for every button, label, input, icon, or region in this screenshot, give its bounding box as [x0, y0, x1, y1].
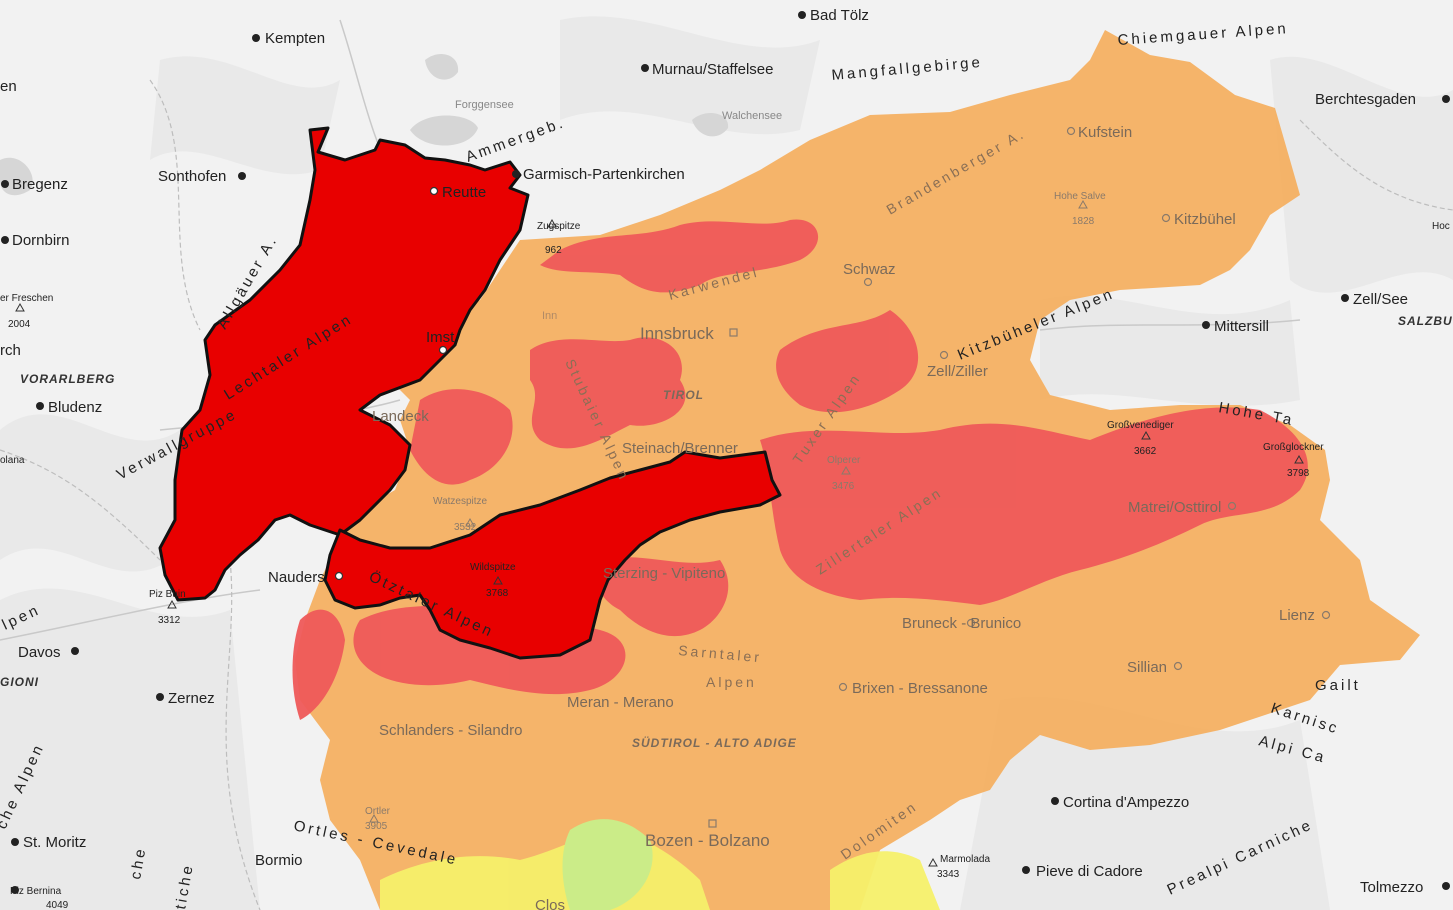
range-label-raetische-mid: che	[127, 845, 150, 881]
town-label-bludenz: Bludenz	[48, 399, 102, 416]
town-label-dornbirn: Dornbirn	[12, 232, 70, 249]
borders	[0, 79, 1453, 910]
town-label-nauders: Nauders	[268, 569, 325, 586]
town-label-bregenz: Bregenz	[12, 176, 68, 193]
town-label-zernez: Zernez	[168, 690, 215, 707]
town-label-garmisch: Garmisch-Partenkirchen	[523, 166, 685, 183]
town-label-lienz: Lienz	[1279, 607, 1315, 624]
peak-elev-piz-buin: 3312	[158, 615, 181, 626]
peak-elev-grossglockner: 3798	[1287, 468, 1310, 479]
town-label-edge-en: en	[0, 78, 17, 95]
town-label-schwaz: Schwaz	[843, 261, 896, 278]
water-labels: Forggensee Walchensee Inn	[455, 99, 782, 322]
peak-label-hohe-salve: Hohe Salve	[1054, 191, 1106, 202]
town-label-tolmezzo: Tolmezzo	[1360, 879, 1423, 896]
peak-elev-zugspitze: 962	[545, 245, 562, 256]
lake-label-forggensee: Forggensee	[455, 99, 514, 111]
town-label-sillian: Sillian	[1127, 659, 1167, 676]
peak-label-wildspitze: Wildspitze	[470, 562, 516, 573]
zone-moderate[interactable]	[380, 819, 940, 910]
peak-elev-ortler: 3905	[365, 821, 388, 832]
peak-labels: Zugspitze 962 Hohe Salve 1828 er Fresche…	[0, 191, 1450, 910]
town-label-mittersill: Mittersill	[1214, 318, 1269, 335]
river-label-inn: Inn	[542, 310, 557, 322]
lake-label-walchensee: Walchensee	[722, 110, 782, 122]
town-label-bormio: Bormio	[255, 852, 303, 869]
peak-label-grossglockner: Großglockner	[1263, 442, 1324, 453]
town-label-schlanders: Schlanders - Silandro	[379, 722, 522, 739]
peak-elev-olperer: 3476	[832, 481, 855, 492]
peak-elev-grossvenediger: 3662	[1134, 446, 1157, 457]
town-label-zell-see: Zell/See	[1353, 291, 1408, 308]
peak-label-freschen: er Freschen	[0, 293, 53, 304]
town-label-pieve-di-cadore: Pieve di Cadore	[1036, 863, 1143, 880]
town-label-bozen: Bozen - Bolzano	[645, 831, 770, 850]
town-label-cortina: Cortina d'Ampezzo	[1063, 794, 1189, 811]
town-label-kufstein: Kufstein	[1078, 124, 1132, 141]
town-label-kitzbuehel: Kitzbühel	[1174, 211, 1236, 228]
town-label-edge-clos: Clos	[535, 897, 565, 910]
peak-label-piz-buin: Piz Buin	[149, 589, 186, 600]
peak-label-edge-hoc: Hoc	[1432, 221, 1450, 232]
region-label-salzburg: SALZBU	[1398, 314, 1453, 328]
town-label-bruneck: Bruneck - Brunico	[902, 615, 1021, 632]
town-label-imst: Imst	[426, 329, 455, 346]
zone-very-high-lechtal[interactable]	[158, 126, 530, 602]
region-label-tirol: TIROL	[663, 388, 704, 402]
town-label-bad-toelz: Bad Tölz	[810, 7, 869, 24]
range-label-sarntaler: Sarntaler	[678, 642, 763, 665]
region-label-suedtirol: SÜDTIROL - ALTO ADIGE	[632, 735, 797, 750]
town-label-innsbruck: Innsbruck	[640, 324, 714, 343]
peak-markers	[15, 199, 1304, 867]
peak-label-grossvenediger: Großvenediger	[1107, 420, 1174, 431]
peak-label-zugspitze: Zugspitze	[537, 221, 581, 232]
town-label-sonthofen: Sonthofen	[158, 168, 226, 185]
peak-elev-piz-bernina: 4049	[46, 900, 69, 910]
region-label-graubuenden: GIONI	[0, 675, 39, 689]
town-label-edge-rch: rch	[0, 342, 21, 359]
town-label-steinach: Steinach/Brenner	[622, 440, 738, 457]
peak-label-marmolada: Marmolada	[940, 854, 990, 865]
town-label-berchtesgaden: Berchtesgaden	[1315, 91, 1416, 108]
peak-elev-wildspitze: 3768	[486, 588, 509, 599]
peak-label-edge-olana: olana	[0, 455, 25, 466]
range-label-gailtaler: Gailt	[1315, 677, 1361, 694]
town-label-davos: Davos	[18, 644, 61, 661]
town-label-matrei: Matrei/Osttirol	[1128, 499, 1221, 516]
terrain-hillshade	[0, 16, 1453, 910]
town-label-murnau: Murnau/Staffelsee	[652, 61, 773, 78]
town-markers	[1, 11, 1450, 894]
town-label-landeck: Landeck	[372, 408, 429, 425]
peak-label-ortler: Ortler	[365, 806, 391, 817]
town-label-kempten: Kempten	[265, 30, 325, 47]
town-label-zell-ziller: Zell/Ziller	[927, 363, 988, 380]
town-label-sterzing: Sterzing - Vipiteno	[603, 565, 725, 582]
town-labels: Bad Tölz Kempten Murnau/Staffelsee Berch…	[0, 7, 1423, 910]
peak-elev-marmolada: 3343	[937, 869, 960, 880]
peak-elev-watzespitze: 3532	[454, 522, 477, 533]
peak-elev-hohe-salve: 1828	[1072, 216, 1095, 227]
town-label-meran: Meran - Merano	[567, 694, 674, 711]
peak-elev-freschen: 2004	[8, 319, 31, 330]
town-label-st-moritz: St. Moritz	[23, 834, 86, 851]
peak-label-olperer: Olperer	[827, 455, 861, 466]
zone-very-high-oetztal[interactable]	[323, 450, 782, 660]
region-labels: TIROL SÜDTIROL - ALTO ADIGE VORARLBERG S…	[0, 314, 1453, 750]
range-label-sarntaler-alpen: Alpen	[706, 674, 757, 690]
peak-label-piz-bernina: Piz Bernina	[10, 886, 62, 897]
town-label-reutte: Reutte	[442, 184, 486, 201]
peak-label-watzespitze: Watzespitze	[433, 496, 488, 507]
town-label-brixen: Brixen - Bressanone	[852, 680, 988, 697]
region-label-vorarlberg: VORARLBERG	[20, 372, 115, 386]
